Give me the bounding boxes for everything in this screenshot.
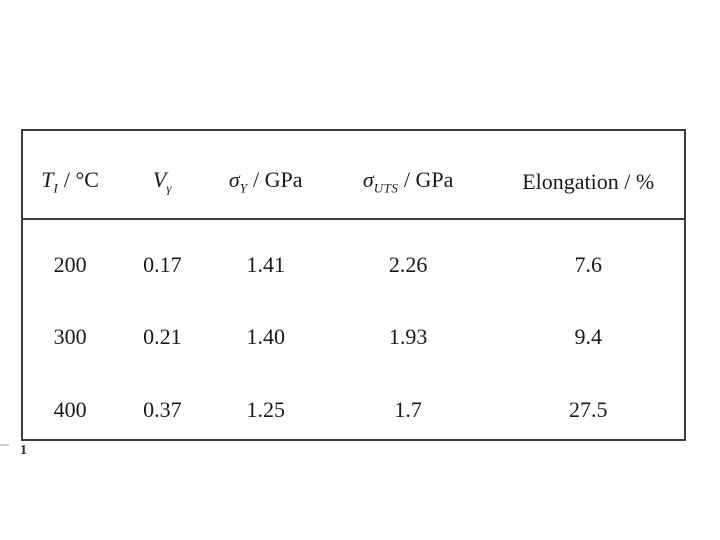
cell-temperature: 300 xyxy=(53,324,87,350)
cell-temperature: 400 xyxy=(53,397,87,423)
temperature-unit: / °C xyxy=(58,166,99,192)
col-header-temperature: TI / °C xyxy=(22,130,118,220)
yield-stress-subscript: Y xyxy=(239,180,248,196)
cell-uts: 2.26 xyxy=(388,251,428,277)
cell-yield-stress: 1.40 xyxy=(246,324,285,350)
col-header-yield-stress: σY / GPa xyxy=(207,130,324,220)
results-table-box: TI / °C Vγ σY / GPa σUTS / GPa Elongatio… xyxy=(21,129,686,441)
temperature-symbol: T xyxy=(41,166,54,192)
cell-elongation: 27.5 xyxy=(568,397,608,423)
clipped-text-fragment: 1 xyxy=(20,444,27,454)
cell-uts: 1.7 xyxy=(394,397,422,423)
table-row-200: 200 0.17 1.41 2.26 7.6 xyxy=(22,219,685,293)
cell-elongation: 7.6 xyxy=(574,251,602,277)
cell-austenite-fraction: 0.37 xyxy=(143,397,182,423)
col-header-austenite-fraction: Vγ xyxy=(117,130,208,220)
cell-yield-stress: 1.41 xyxy=(246,251,285,277)
cell-yield-stress: 1.25 xyxy=(246,397,285,423)
uts-unit: / GPa xyxy=(398,166,454,192)
austenite-symbol: V xyxy=(152,166,167,192)
cell-temperature: 200 xyxy=(53,251,87,277)
elongation-label: Elongation / % xyxy=(522,168,655,194)
header-row: TI / °C Vγ σY / GPa σUTS / GPa Elongatio… xyxy=(22,130,685,220)
cell-austenite-fraction: 0.17 xyxy=(143,251,182,277)
yield-stress-symbol: σ xyxy=(228,166,240,192)
austenite-subscript: γ xyxy=(166,180,172,196)
temperature-subscript: I xyxy=(53,180,59,196)
uts-subscript: UTS xyxy=(373,180,399,196)
cell-elongation: 9.4 xyxy=(574,324,602,350)
cell-uts: 1.93 xyxy=(388,324,428,350)
cell-austenite-fraction: 0.21 xyxy=(143,324,182,350)
results-table: TI / °C Vγ σY / GPa σUTS / GPa Elongatio… xyxy=(21,129,686,441)
clipped-dash-artifact xyxy=(0,444,9,446)
uts-symbol: σ xyxy=(362,166,374,192)
yield-stress-unit: / GPa xyxy=(247,166,303,192)
col-header-uts: σUTS / GPa xyxy=(323,130,493,220)
table-row-400: 400 0.37 1.25 1.7 27.5 xyxy=(22,366,685,440)
col-header-elongation: Elongation / % xyxy=(492,130,685,220)
table-row-300: 300 0.21 1.40 1.93 9.4 xyxy=(22,293,685,366)
